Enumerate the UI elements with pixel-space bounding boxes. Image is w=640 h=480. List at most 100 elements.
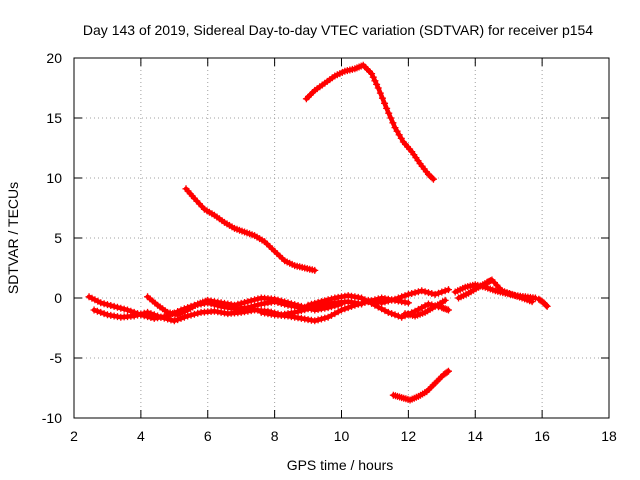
data-point	[441, 296, 449, 304]
data-point	[137, 310, 145, 318]
data-point	[389, 119, 397, 127]
data-point	[157, 313, 165, 321]
data-point	[327, 295, 335, 303]
data-point	[90, 306, 98, 314]
y-tick-label: 10	[46, 170, 62, 186]
y-axis-label: SDTVAR / TECUs	[5, 182, 21, 294]
series-track-right-c	[535, 295, 551, 310]
data-point	[378, 299, 386, 307]
data-point	[388, 296, 396, 304]
data-point	[231, 301, 238, 309]
x-tick-label: 16	[534, 428, 550, 444]
data-point	[317, 298, 325, 306]
data-point	[438, 288, 446, 296]
x-tick-label: 2	[70, 428, 78, 444]
data-point	[397, 134, 405, 142]
data-point	[314, 316, 322, 324]
data-point	[311, 266, 319, 274]
data-point	[294, 308, 302, 315]
data-point	[134, 311, 142, 319]
data-point	[369, 73, 377, 81]
x-tick-label: 14	[467, 428, 483, 444]
data-point	[404, 299, 412, 307]
data-point	[395, 131, 403, 139]
data-point	[324, 296, 332, 304]
data-point	[383, 104, 391, 112]
data-point	[277, 297, 285, 305]
data-point	[404, 290, 412, 298]
data-point	[314, 299, 322, 306]
data-point	[307, 300, 315, 308]
data-point	[429, 175, 437, 183]
data-point	[170, 317, 178, 325]
data-point	[271, 295, 279, 303]
y-tick-label: 5	[54, 230, 62, 246]
series-layer	[85, 61, 551, 404]
data-point	[311, 317, 319, 325]
data-point	[391, 295, 399, 303]
data-point	[391, 124, 399, 132]
data-point	[408, 290, 416, 297]
data-point	[434, 289, 442, 297]
data-point	[284, 299, 292, 307]
data-point	[190, 310, 198, 318]
data-point	[341, 305, 349, 313]
data-point	[428, 174, 436, 182]
data-point	[381, 298, 389, 306]
data-point	[384, 297, 392, 305]
chart-title: Day 143 of 2019, Sidereal Day-to-day VTE…	[83, 22, 593, 38]
data-point	[401, 292, 409, 300]
series-track-cluster-e	[304, 292, 452, 321]
data-point	[338, 300, 345, 308]
data-point	[528, 298, 536, 306]
data-point	[321, 314, 329, 322]
data-point	[144, 308, 152, 316]
data-point	[443, 368, 451, 376]
x-tick-label: 6	[204, 428, 212, 444]
data-point	[113, 303, 121, 311]
data-point	[100, 300, 108, 308]
series-track-negative	[389, 367, 452, 404]
data-point	[167, 316, 175, 324]
y-tick-label: -10	[42, 410, 62, 426]
data-point	[304, 301, 312, 309]
data-point	[424, 300, 432, 308]
data-point	[376, 89, 384, 97]
data-point	[445, 367, 452, 375]
y-tick-label: -5	[50, 350, 63, 366]
data-point	[338, 306, 345, 314]
data-point	[381, 99, 389, 107]
data-point	[324, 304, 332, 312]
data-point	[387, 114, 395, 122]
data-point	[110, 302, 118, 310]
data-point	[287, 300, 295, 308]
data-point	[187, 311, 195, 319]
data-point	[234, 300, 242, 308]
data-point	[385, 109, 393, 117]
data-point	[281, 298, 289, 306]
data-point	[194, 309, 202, 317]
data-point	[147, 310, 155, 318]
data-point	[327, 303, 335, 311]
data-point	[348, 302, 356, 310]
data-point	[424, 289, 432, 297]
x-axis-label: GPS time / hours	[287, 457, 394, 473]
data-point	[421, 288, 429, 296]
data-point	[103, 301, 111, 309]
data-point	[140, 309, 148, 317]
data-point	[388, 310, 396, 318]
data-point	[398, 293, 406, 301]
data-point	[321, 297, 329, 305]
series-track-cluster-g	[401, 296, 449, 320]
data-point	[354, 300, 362, 308]
data-point	[373, 80, 381, 88]
data-point	[124, 306, 131, 314]
data-point	[411, 289, 419, 297]
data-point	[251, 296, 259, 304]
data-point	[394, 312, 402, 320]
y-tick-label: 20	[46, 50, 62, 66]
data-point	[100, 310, 108, 318]
x-tick-label: 18	[601, 428, 617, 444]
x-tick-label: 10	[334, 428, 350, 444]
